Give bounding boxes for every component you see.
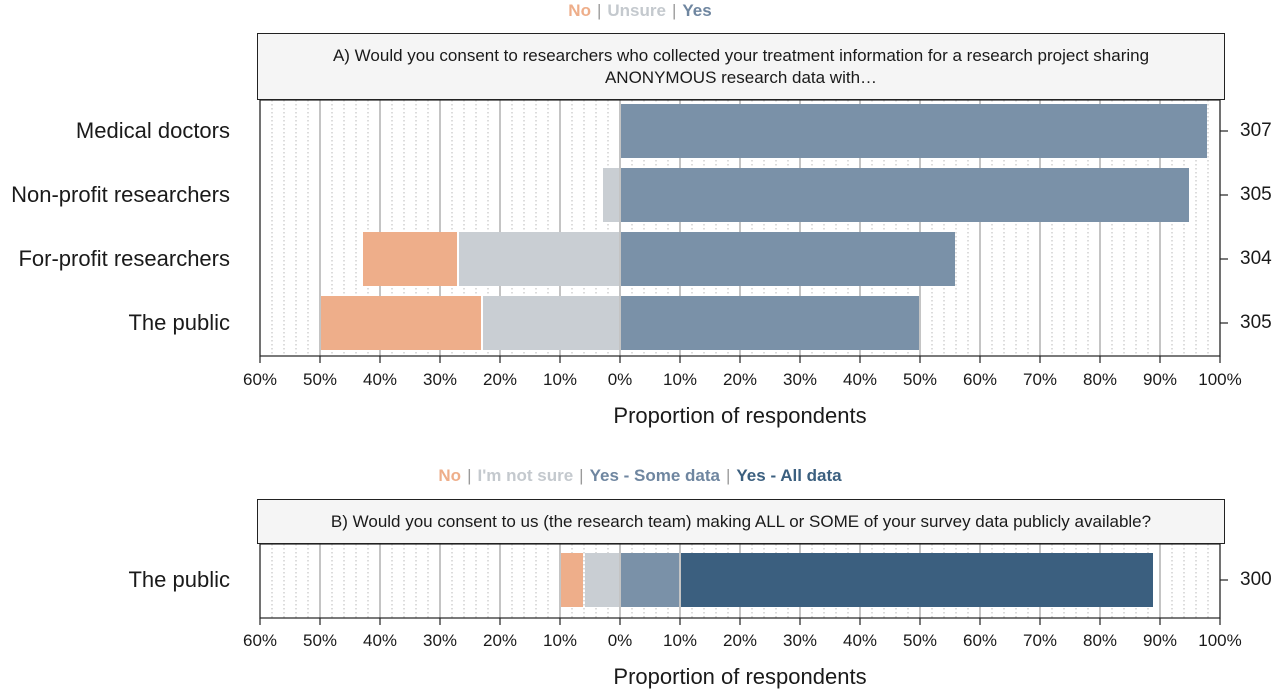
x-tick-label-b-5: 10%: [542, 631, 578, 650]
x-tick-label-a-1: 50%: [302, 370, 338, 389]
x-tick-label-b-15: 90%: [1142, 631, 1178, 650]
n-label-a-0: 307: [1240, 120, 1272, 141]
panel-a-x-axis-title: Proportion of respondents: [613, 403, 867, 428]
bar-b-3-0: [681, 553, 1153, 607]
x-tick-label-b-4: 20%: [482, 631, 518, 650]
legend-b-yes-some: Yes - Some data: [589, 466, 720, 485]
legend-a-yes: Yes: [682, 1, 712, 20]
x-tick-label-b-6: 0%: [607, 631, 633, 650]
x-tick-label-a-14: 80%: [1082, 370, 1118, 389]
legend-b: No | I'm not sure | Yes - Some data | Yes - Al…: [438, 466, 842, 485]
panel-b-title: B) Would you consent to us (the research…: [257, 499, 1225, 544]
panel-b-title-text: B) Would you consent to us (the research…: [330, 511, 1152, 531]
bar-a-0-2: [363, 232, 457, 286]
panel-a-title: A) Would you consent to researchers who …: [257, 33, 1225, 100]
x-tick-label-b-14: 80%: [1082, 631, 1118, 650]
category-label-a-3: The public: [128, 310, 230, 335]
x-tick-label-a-15: 90%: [1142, 370, 1178, 389]
legend-a: No | Unsure | Yes: [568, 1, 712, 20]
bar-a-1-1: [603, 168, 619, 222]
bar-a-0-3: [321, 296, 481, 350]
x-tick-label-b-9: 30%: [782, 631, 818, 650]
x-tick-label-a-5: 10%: [542, 370, 578, 389]
bar-b-0-0: [561, 553, 583, 607]
panel-b-x-axis-title: Proportion of respondents: [613, 664, 867, 689]
x-tick-label-b-13: 70%: [1022, 631, 1058, 650]
category-label-b-0: The public: [128, 567, 230, 592]
category-label-a-2: For-profit researchers: [18, 246, 230, 271]
x-tick-label-b-2: 40%: [362, 631, 398, 650]
x-tick-label-a-6: 0%: [607, 370, 633, 389]
n-label-a-1: 305: [1240, 184, 1272, 205]
legend-a-unsure: Unsure: [607, 1, 666, 20]
x-tick-label-a-7: 10%: [662, 370, 698, 389]
legend-b-no: No: [438, 466, 462, 485]
x-tick-label-a-3: 30%: [422, 370, 458, 389]
x-tick-label-a-11: 50%: [902, 370, 938, 389]
x-tick-label-a-8: 20%: [722, 370, 758, 389]
category-label-a-0: Medical doctors: [75, 118, 230, 143]
x-tick-label-b-0: 60%: [242, 631, 278, 650]
x-tick-label-a-4: 20%: [482, 370, 518, 389]
x-tick-label-b-1: 50%: [302, 631, 338, 650]
bar-a-2-3: [621, 296, 919, 350]
x-tick-label-b-12: 60%: [962, 631, 998, 650]
category-label-a-1: Non-profit researchers: [11, 182, 230, 207]
bar-a-1-2: [459, 232, 619, 286]
x-tick-label-b-7: 10%: [662, 631, 698, 650]
x-tick-label-b-3: 30%: [422, 631, 458, 650]
bar-b-1-0: [585, 553, 619, 607]
bar-a-2-2: [621, 232, 955, 286]
panel-a-title-text: A) Would you consent to researchers who …: [332, 45, 1150, 87]
x-tick-label-b-16: 100%: [1198, 631, 1242, 650]
x-tick-label-a-9: 30%: [782, 370, 818, 389]
x-tick-label-a-16: 100%: [1198, 370, 1242, 389]
x-tick-label-b-8: 20%: [722, 631, 758, 650]
legend-b-yes-all: Yes - All data: [736, 466, 842, 485]
bar-a-2-0: [621, 104, 1207, 158]
n-label-b-0: 300: [1240, 569, 1272, 590]
x-tick-label-b-10: 40%: [842, 631, 878, 650]
legend-a-no: No: [568, 1, 591, 20]
n-label-a-3: 305: [1240, 312, 1272, 333]
x-tick-label-a-10: 40%: [842, 370, 878, 389]
bar-b-2-0: [621, 553, 679, 607]
x-tick-label-a-2: 40%: [362, 370, 398, 389]
legend-b-not-sure: I'm not sure: [477, 466, 574, 485]
bar-a-1-3: [483, 296, 619, 350]
x-tick-label-b-11: 50%: [902, 631, 938, 650]
bar-a-2-1: [621, 168, 1189, 222]
x-tick-label-a-13: 70%: [1022, 370, 1058, 389]
x-tick-label-a-0: 60%: [242, 370, 278, 389]
x-tick-label-a-12: 60%: [962, 370, 998, 389]
n-label-a-2: 304: [1240, 248, 1272, 269]
